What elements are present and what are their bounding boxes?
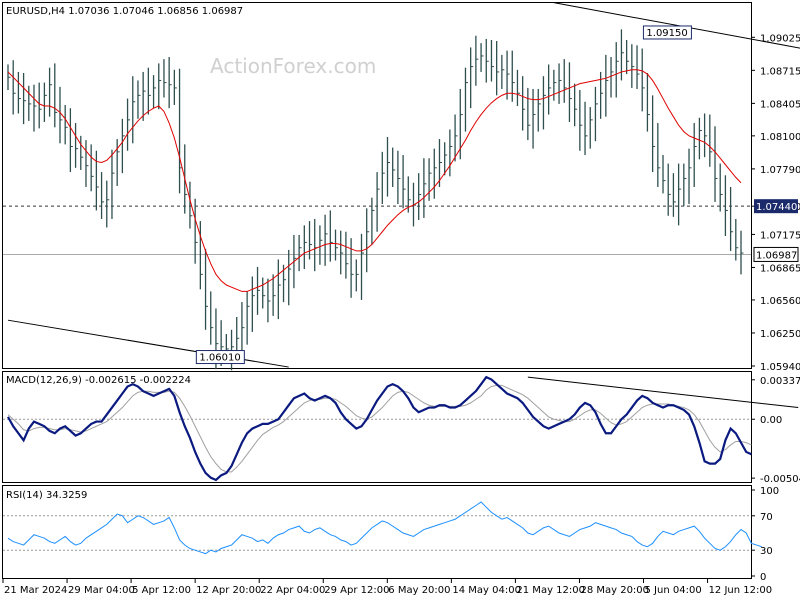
macd-pane-title: MACD(12,26,9) -0.002615 -0.002224 <box>6 375 191 386</box>
rsi-tick-label: 0 <box>760 572 766 583</box>
price-tick-label: 1.07175 <box>760 230 800 241</box>
time-tick-label: 5 Apr 12:00 <box>132 585 191 596</box>
rsi-tick-label: 30 <box>760 546 773 557</box>
rsi-series-layer: 100 70 30 0 <box>3 486 779 583</box>
time-tick-label: 29 Mar 04:00 <box>68 585 135 596</box>
macd-tick-label: -0.00504 <box>760 474 800 485</box>
time-tick-label: 14 May 04:00 <box>452 585 521 596</box>
macd-tick-label: 0.00 <box>760 415 782 426</box>
price-series-layer: 1.07440 1.06987 1.09150 1.06010 <box>3 2 800 371</box>
price-tick-label: 1.09025 <box>760 33 800 44</box>
price-annotation-box <box>195 350 245 365</box>
macd-line <box>7 375 752 482</box>
time-tick-label: 21 Mar 2024 <box>4 585 67 596</box>
rsi-tick-label: 100 <box>760 486 779 497</box>
time-axis: 21 Mar 2024 29 Mar 04:005 Apr 12:00 12 Apr… <box>2 579 773 596</box>
time-tick-label: 12 Apr 20:00 <box>196 585 261 596</box>
time-tick-label: 5 Jun 04:00 <box>645 585 702 596</box>
price-tick-label: 1.08100 <box>760 132 800 143</box>
price-tick-label: 1.06250 <box>760 329 800 340</box>
macd-pane <box>2 371 752 483</box>
watermark: ActionForex.com <box>210 54 376 78</box>
time-tick-label: 29 Apr 12:00 <box>324 585 389 596</box>
time-tick-label: 12 Jun 12:00 <box>709 585 773 596</box>
rsi-pane <box>2 485 752 579</box>
level-price-label: 1.07440 <box>756 202 797 213</box>
price-annotation-label: 1.06010 <box>199 353 240 364</box>
time-tick-label: 28 May 20:00 <box>580 585 649 596</box>
price-tick-label: 1.05940 <box>760 362 800 373</box>
price-tick-label: 1.06560 <box>760 296 800 307</box>
price-tick-label: 1.07790 <box>760 165 800 176</box>
price-tick-label: 1.06865 <box>760 263 800 274</box>
macd-series-layer: 0.003375 0.00 -0.00504 <box>3 376 800 485</box>
price-pane-title: EURUSD,H4 1.07036 1.07046 1.06856 1.0698… <box>6 6 243 17</box>
current-price-badge <box>753 246 799 262</box>
macd-trendline <box>527 376 799 409</box>
price-annotation-label: 1.09150 <box>646 28 687 39</box>
time-tick-label: 22 Apr 04:00 <box>260 585 325 596</box>
price-tick-label: 1.08405 <box>760 99 800 110</box>
macd-signal-line <box>7 384 752 473</box>
time-tick-label: 6 May 20:00 <box>388 585 450 596</box>
level-price-badge <box>754 199 798 214</box>
moving-average-line <box>7 69 742 292</box>
current-price-label: 1.06987 <box>756 250 797 261</box>
rsi-pane-title: RSI(14) 34.3259 <box>6 490 87 501</box>
price-annotation-box <box>642 25 692 40</box>
rsi-tick-label: 70 <box>760 512 773 523</box>
rsi-line <box>7 501 762 555</box>
macd-tick-label: 0.003375 <box>760 376 800 387</box>
price-tick-label: 1.08715 <box>760 66 800 77</box>
time-tick-label: 21 May 12:00 <box>516 585 585 596</box>
